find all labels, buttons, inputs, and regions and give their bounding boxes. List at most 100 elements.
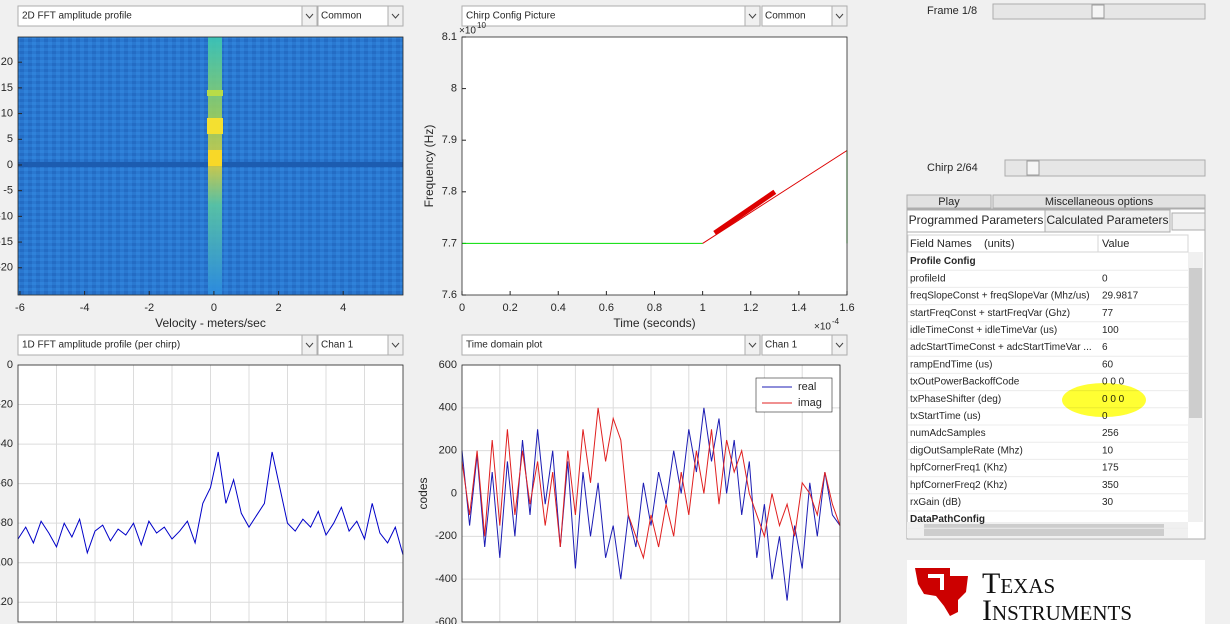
field-value: 29.9817 [1102, 291, 1139, 302]
chevron [748, 13, 757, 19]
dropdown-text: 2D FFT amplitude profile [22, 11, 132, 22]
y-tick-label: -100 [0, 557, 13, 569]
ti-logo-mark [907, 560, 1205, 624]
plot-area [462, 37, 847, 295]
dropdown-arrow[interactable] [831, 5, 848, 27]
y-tick-label: 7.8 [442, 186, 457, 198]
field-name: hpfCornerFreq2 (Khz) [910, 480, 1007, 491]
x-tick-label: 1.6 [839, 302, 854, 314]
misc-text: Miscellaneous options [1045, 196, 1154, 208]
y-axis-label: codes [416, 477, 430, 509]
y-tick-label: 7.6 [442, 289, 457, 301]
dropdown-text: Time domain plot [466, 340, 543, 351]
dropdown-text: Chirp Config Picture [466, 11, 556, 22]
field-value: 0 0 0 [1102, 377, 1125, 388]
x-tick-label: 1 [700, 302, 706, 314]
chevron [391, 342, 400, 348]
dropdown-text: Common [765, 11, 806, 22]
chevron [391, 13, 400, 19]
dropdown-arrow[interactable] [831, 334, 848, 356]
frame-label: Frame 1/8 [927, 5, 977, 17]
chirp-slider[interactable] [1004, 159, 1206, 177]
y-tick-label: 15 [1, 82, 13, 94]
data-line [702, 150, 848, 244]
field-value: 350 [1102, 480, 1119, 491]
y-tick-label: 400 [439, 402, 457, 414]
x-axis-label: Velocity - meters/sec [155, 316, 266, 330]
x-tick-label: 1.2 [743, 302, 758, 314]
y-tick-label: -400 [435, 573, 457, 585]
table-header [907, 234, 1189, 253]
field-value: 10 [1102, 445, 1114, 456]
field-value: 60 [1102, 359, 1114, 370]
data-line [17, 451, 404, 555]
x-tick-label: 1.4 [791, 302, 806, 314]
y-tick-label: 200 [439, 445, 457, 457]
y-tick-label: -120 [0, 596, 13, 608]
chevron [748, 342, 757, 348]
x-exponent: -4 [832, 317, 840, 326]
dropdown-text: Common [321, 11, 362, 22]
dropdown-arrow[interactable] [301, 334, 318, 356]
dropdown-arrow[interactable] [744, 334, 761, 356]
tab[interactable] [1044, 209, 1171, 233]
params-panel [906, 208, 1206, 540]
dropdown-arrow[interactable] [387, 334, 404, 356]
play-text: Play [938, 196, 960, 208]
axes-frame [461, 364, 841, 623]
x-multiplier: ×10 [814, 322, 831, 333]
x-tick-label: 0.8 [647, 302, 662, 314]
y-tick-label: -10 [0, 210, 13, 222]
chevron [835, 13, 844, 19]
data-line [461, 407, 841, 560]
y-tick-label: 0 [7, 159, 13, 171]
field-name: idleTimeConst + idleTimeVar (us) [910, 325, 1057, 336]
x-tick-label: 4 [340, 302, 346, 314]
tab-label: Calculated Parameters [1046, 213, 1168, 227]
field-name: rampEndTime (us) [910, 359, 992, 370]
field-value: 100 [1102, 325, 1119, 336]
x-tick-label: 0.4 [551, 302, 566, 314]
dropdown-arrow[interactable] [301, 5, 318, 27]
y-tick-label: 7.9 [442, 134, 457, 146]
frame-slider[interactable] [992, 3, 1206, 20]
field-name: txStartTime (us) [910, 411, 981, 422]
y-tick-label: 8.1 [442, 31, 457, 43]
chevron [835, 342, 844, 348]
v-scroll-thumb[interactable] [1189, 268, 1202, 418]
y-multiplier: ×10 [459, 26, 476, 37]
misc-button[interactable] [992, 194, 1206, 209]
dropdown-arrow[interactable] [387, 5, 404, 27]
legend-label: real [798, 381, 816, 393]
axes-frame [17, 364, 404, 623]
y-tick-label: 600 [439, 359, 457, 371]
field-value: 77 [1102, 308, 1114, 319]
y-tick-label: -600 [435, 616, 457, 624]
field-name: Profile Config [910, 256, 976, 267]
header-cell: Value [1102, 238, 1129, 250]
legend-label: imag [798, 397, 822, 409]
logo-line2: Instruments [982, 594, 1132, 624]
play-button[interactable] [906, 194, 992, 209]
y-axis-label: Frequency (Hz) [422, 125, 436, 208]
field-value: 175 [1102, 463, 1119, 474]
tab-scroll[interactable] [1171, 212, 1206, 231]
y-tick-label: 7.7 [442, 237, 457, 249]
logo-line1: Texas [982, 567, 1055, 600]
field-name: hpfCornerFreq1 (Khz) [910, 463, 1007, 474]
field-name: txPhaseShifter (deg) [910, 394, 1001, 405]
y-tick-label: 0 [7, 359, 13, 371]
field-value: 256 [1102, 428, 1119, 439]
field-name: startFreqConst + startFreqVar (Ghz) [910, 308, 1070, 319]
y-tick-label: 5 [7, 133, 13, 145]
y-tick-label: -80 [0, 517, 13, 529]
dropdown-arrow[interactable] [744, 5, 761, 27]
x-tick-label: 0.6 [599, 302, 614, 314]
header-cell: Field Names (units) [910, 238, 1015, 250]
y-exponent: 10 [477, 21, 486, 30]
field-value: 0 [1102, 273, 1108, 284]
x-tick-label: -4 [80, 302, 90, 314]
h-scroll-thumb[interactable] [924, 524, 1164, 536]
